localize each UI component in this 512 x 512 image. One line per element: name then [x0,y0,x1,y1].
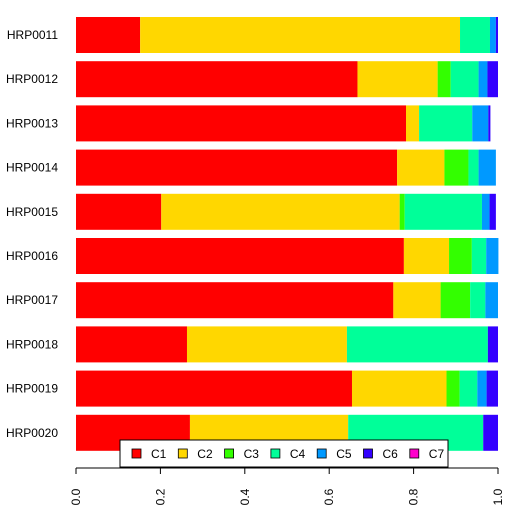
bar-segment-hrp0011-c6 [495,17,498,53]
x-axis: 0.0 0.2 0.4 0.6 0.8 1.0 [69,467,505,505]
bar-segment-hrp0017-c2 [393,282,441,319]
bar-segment-hrp0012-c4 [450,61,479,98]
bar-segment-hrp0012-c6 [487,61,498,98]
bar-segment-hrp0011-c2 [140,17,461,53]
bar-segment-hrp0015-c2 [161,193,400,230]
y-label-hrp0016: HRP0016 [6,249,58,263]
bar-segment-hrp0014-c4 [468,149,479,186]
bar-segment-hrp0013-c5 [472,105,489,142]
x-tick-label: 0.4 [238,488,252,505]
legend-swatch-c1 [131,448,142,459]
bar-segment-hrp0011-c1 [76,17,141,53]
y-label-hrp0011: HRP0011 [7,28,58,42]
bar-segment-hrp0013-c1 [76,105,407,142]
bar-segment-hrp0016-c5 [486,238,499,274]
bar-segment-hrp0015-c4 [404,193,482,230]
y-label-hrp0018: HRP0018 [6,337,58,351]
bar-segment-hrp0013-c6 [488,105,491,142]
legend-label-c2: C2 [197,447,213,461]
y-label-hrp0019: HRP0019 [6,382,58,396]
bar-segment-hrp0018-c2 [186,326,347,363]
bar-segment-hrp0015-c3 [399,193,405,230]
bar-segment-hrp0017-c3 [440,282,471,319]
bar-segment-hrp0017-c5 [485,282,498,319]
bar-segment-hrp0011-c4 [460,17,490,53]
bar-segment-hrp0014-c1 [76,149,398,186]
legend-swatch-c4 [270,448,281,459]
legend-label-c4: C4 [290,447,306,461]
x-tick-label: 0.2 [153,488,167,505]
x-tick-label: 0.0 [69,488,83,505]
x-tick-label: 0.8 [407,488,421,505]
legend-swatch-c3 [224,448,235,459]
legend-label-c5: C5 [336,447,352,461]
bar-segment-hrp0019-c2 [351,370,447,407]
bar-segment-hrp0014-c2 [397,149,445,186]
y-label-hrp0020: HRP0020 [6,426,58,440]
legend-swatch-c6 [363,448,373,459]
legend-label-c3: C3 [244,447,260,461]
legend-box [119,439,449,468]
legend-label-c7: C7 [429,447,445,461]
bar-segment-hrp0012-c5 [478,61,488,98]
bar-segment-hrp0018-c6 [487,326,498,363]
legend-label-c6: C6 [383,447,399,461]
bar-segment-hrp0018-c1 [76,326,187,363]
bar-segment-hrp0019-c1 [76,370,352,407]
x-tick-label: 1.0 [491,488,505,505]
bar-segment-hrp0012-c1 [76,61,358,98]
legend-swatch-c5 [316,448,327,459]
y-label-hrp0012: HRP0012 [6,72,58,86]
y-label-hrp0015: HRP0015 [6,205,58,219]
bar-segment-hrp0019-c4 [459,370,478,407]
y-axis-labels: HRP0011 HRP0012 HRP0013 HRP0014 HRP0015 HRP00… [6,28,58,440]
bar-segment-hrp0016-c3 [449,238,472,274]
bar-segment-hrp0012-c3 [437,61,451,98]
y-label-hrp0013: HRP0013 [6,116,58,130]
bars-group [76,17,499,451]
legend-label-c1: C1 [151,447,167,461]
bar-segment-hrp0016-c2 [403,238,450,274]
x-tick-label: 0.6 [322,488,336,505]
bar-segment-hrp0015-c6 [489,193,496,230]
bar-segment-hrp0013-c4 [419,105,473,142]
bar-segment-hrp0017-c4 [470,282,486,319]
bar-segment-hrp0017-c1 [76,282,394,319]
bar-segment-hrp0014-c3 [444,149,469,186]
bar-segment-hrp0019-c3 [446,370,460,407]
legend-swatch-c2 [177,448,188,459]
bar-segment-hrp0015-c1 [76,193,162,230]
bar-segment-hrp0016-c4 [471,238,487,274]
bar-segment-hrp0018-c4 [346,326,488,363]
y-label-hrp0014: HRP0014 [6,161,58,175]
bar-segment-hrp0019-c6 [486,370,498,407]
legend: C1 C2 C3 C4 C5 C6 C7 [119,439,449,468]
bar-segment-hrp0016-c1 [76,238,404,274]
bar-segment-hrp0014-c5 [478,149,496,186]
bar-segment-hrp0020-c6 [483,414,498,451]
bar-segment-hrp0011-c5 [489,17,496,53]
legend-swatch-c7 [409,448,420,459]
bar-segment-hrp0012-c2 [357,61,438,98]
y-label-hrp0017: HRP0017 [6,293,58,307]
bar-segment-hrp0013-c2 [406,105,420,142]
bar-segment-hrp0015-c5 [481,193,490,230]
bar-segment-hrp0019-c5 [477,370,487,407]
